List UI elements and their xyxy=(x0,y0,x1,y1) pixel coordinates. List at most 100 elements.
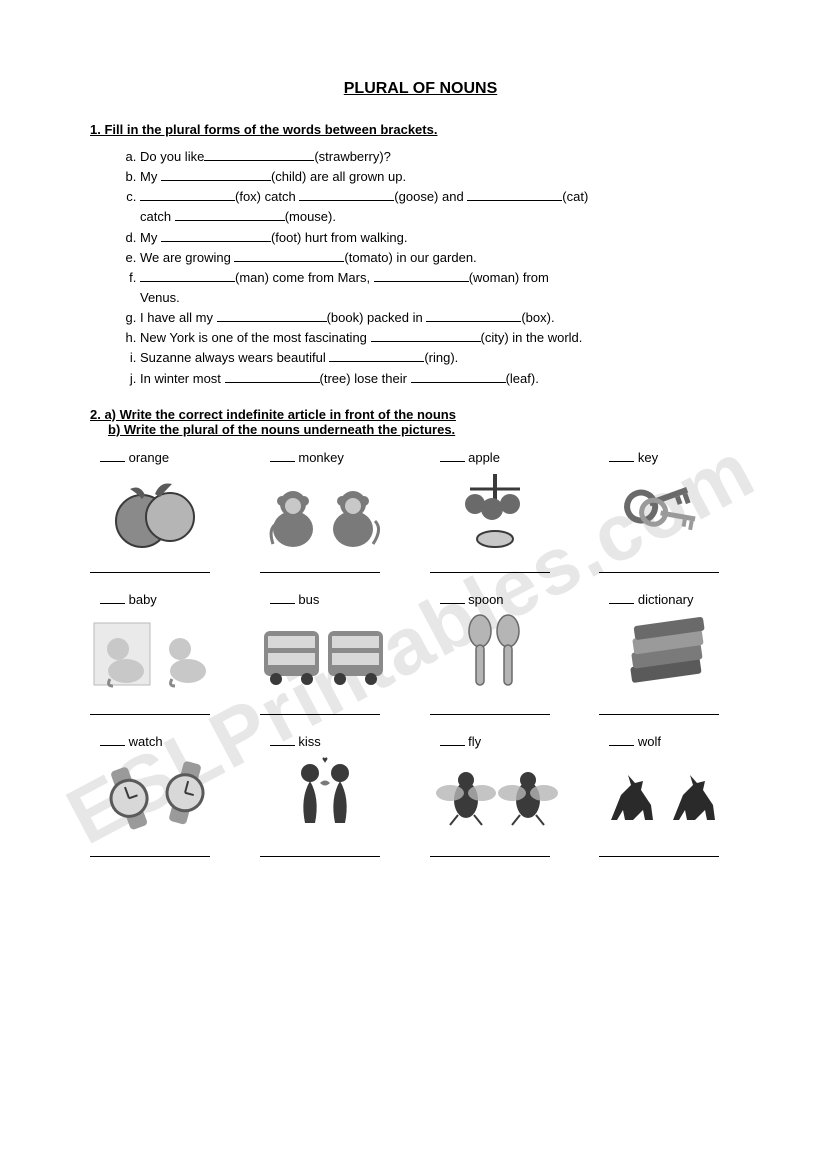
noun-word: kiss xyxy=(295,734,321,749)
exercise-1-instruction: 1. Fill in the plural forms of the words… xyxy=(90,122,751,137)
article-blank[interactable] xyxy=(440,591,465,604)
exercise-1-list: Do you like(strawberry)? My (child) are … xyxy=(90,147,751,389)
article-blank[interactable] xyxy=(609,449,634,462)
noun-word: watch xyxy=(125,734,163,749)
plural-blank[interactable] xyxy=(260,842,380,857)
blank[interactable] xyxy=(299,188,394,201)
blank[interactable] xyxy=(175,208,285,221)
baby-icon xyxy=(90,611,220,696)
picture-cell: orange xyxy=(90,449,242,573)
plural-blank[interactable] xyxy=(599,842,719,857)
blank[interactable] xyxy=(329,349,424,362)
article-blank[interactable] xyxy=(270,733,295,746)
ex1-item-j: In winter most (tree) lose their (leaf). xyxy=(140,369,751,389)
article-line: key xyxy=(609,449,658,465)
article-blank[interactable] xyxy=(270,591,295,604)
blank[interactable] xyxy=(140,188,235,201)
orange-icon xyxy=(90,469,220,554)
article-line: watch xyxy=(100,733,163,749)
noun-word: apple xyxy=(465,450,500,465)
ex1-item-f: (man) come from Mars, (woman) from Venus… xyxy=(140,268,751,308)
noun-word: bus xyxy=(295,592,320,607)
article-blank[interactable] xyxy=(440,733,465,746)
plural-blank[interactable] xyxy=(599,558,719,573)
bus-icon xyxy=(260,611,390,696)
spoon-icon xyxy=(430,611,560,696)
article-line: baby xyxy=(100,591,157,607)
blank[interactable] xyxy=(161,168,271,181)
ex1-item-b: My (child) are all grown up. xyxy=(140,167,751,187)
ex1-item-d: My (foot) hurt from walking. xyxy=(140,228,751,248)
exercise-2-grid: orange monkey apple key baby bus spoon d… xyxy=(90,449,751,857)
ex1-item-e: We are growing (tomato) in our garden. xyxy=(140,248,751,268)
blank[interactable] xyxy=(371,329,481,342)
picture-cell: bus xyxy=(260,591,412,715)
plural-blank[interactable] xyxy=(90,842,210,857)
picture-cell: apple xyxy=(430,449,582,573)
article-line: wolf xyxy=(609,733,661,749)
article-line: monkey xyxy=(270,449,344,465)
noun-word: key xyxy=(634,450,658,465)
blank[interactable] xyxy=(467,188,562,201)
article-blank[interactable] xyxy=(100,591,125,604)
wolf-icon xyxy=(599,753,729,838)
monkey-icon xyxy=(260,469,390,554)
noun-word: monkey xyxy=(295,450,344,465)
worksheet-page: PLURAL OF NOUNS 1. Fill in the plural fo… xyxy=(0,0,821,897)
blank[interactable] xyxy=(426,309,521,322)
plural-blank[interactable] xyxy=(90,558,210,573)
ex1-item-h: New York is one of the most fascinating … xyxy=(140,328,751,348)
article-blank[interactable] xyxy=(440,449,465,462)
article-line: spoon xyxy=(440,591,504,607)
noun-word: wolf xyxy=(634,734,661,749)
apple-icon xyxy=(430,469,560,554)
blank[interactable] xyxy=(411,370,506,383)
blank[interactable] xyxy=(225,370,320,383)
article-line: dictionary xyxy=(609,591,693,607)
noun-word: dictionary xyxy=(634,592,693,607)
article-blank[interactable] xyxy=(609,733,634,746)
dictionary-icon xyxy=(599,611,729,696)
article-blank[interactable] xyxy=(270,449,295,462)
plural-blank[interactable] xyxy=(430,558,550,573)
key-icon xyxy=(599,469,729,554)
noun-word: spoon xyxy=(465,592,504,607)
page-title: PLURAL OF NOUNS xyxy=(90,80,751,98)
kiss-icon: ♥ xyxy=(260,753,390,838)
article-blank[interactable] xyxy=(100,449,125,462)
ex1-item-g: I have all my (book) packed in (box). xyxy=(140,308,751,328)
blank[interactable] xyxy=(217,309,327,322)
noun-word: fly xyxy=(465,734,482,749)
plural-blank[interactable] xyxy=(430,842,550,857)
article-line: fly xyxy=(440,733,482,749)
article-line: bus xyxy=(270,591,320,607)
article-blank[interactable] xyxy=(100,733,125,746)
blank[interactable] xyxy=(140,269,235,282)
watch-icon xyxy=(90,753,220,838)
picture-cell: kiss ♥ xyxy=(260,733,412,857)
plural-blank[interactable] xyxy=(430,700,550,715)
plural-blank[interactable] xyxy=(260,700,380,715)
article-line: kiss xyxy=(270,733,321,749)
article-blank[interactable] xyxy=(609,591,634,604)
picture-cell: watch xyxy=(90,733,242,857)
noun-word: orange xyxy=(125,450,169,465)
article-line: orange xyxy=(100,449,169,465)
blank[interactable] xyxy=(374,269,469,282)
plural-blank[interactable] xyxy=(599,700,719,715)
plural-blank[interactable] xyxy=(90,700,210,715)
ex1-item-a: Do you like(strawberry)? xyxy=(140,147,751,167)
picture-cell: dictionary xyxy=(599,591,751,715)
fly-icon xyxy=(430,753,560,838)
plural-blank[interactable] xyxy=(260,558,380,573)
picture-cell: key xyxy=(599,449,751,573)
exercise-2-instruction: 2. a) Write the correct indefinite artic… xyxy=(90,407,751,437)
article-line: apple xyxy=(440,449,500,465)
picture-cell: monkey xyxy=(260,449,412,573)
blank[interactable] xyxy=(234,249,344,262)
blank[interactable] xyxy=(204,148,314,161)
ex1-item-i: Suzanne always wears beautiful (ring). xyxy=(140,348,751,368)
picture-cell: wolf xyxy=(599,733,751,857)
ex1-item-c: (fox) catch (goose) and (cat) catch (mou… xyxy=(140,187,751,227)
blank[interactable] xyxy=(161,229,271,242)
